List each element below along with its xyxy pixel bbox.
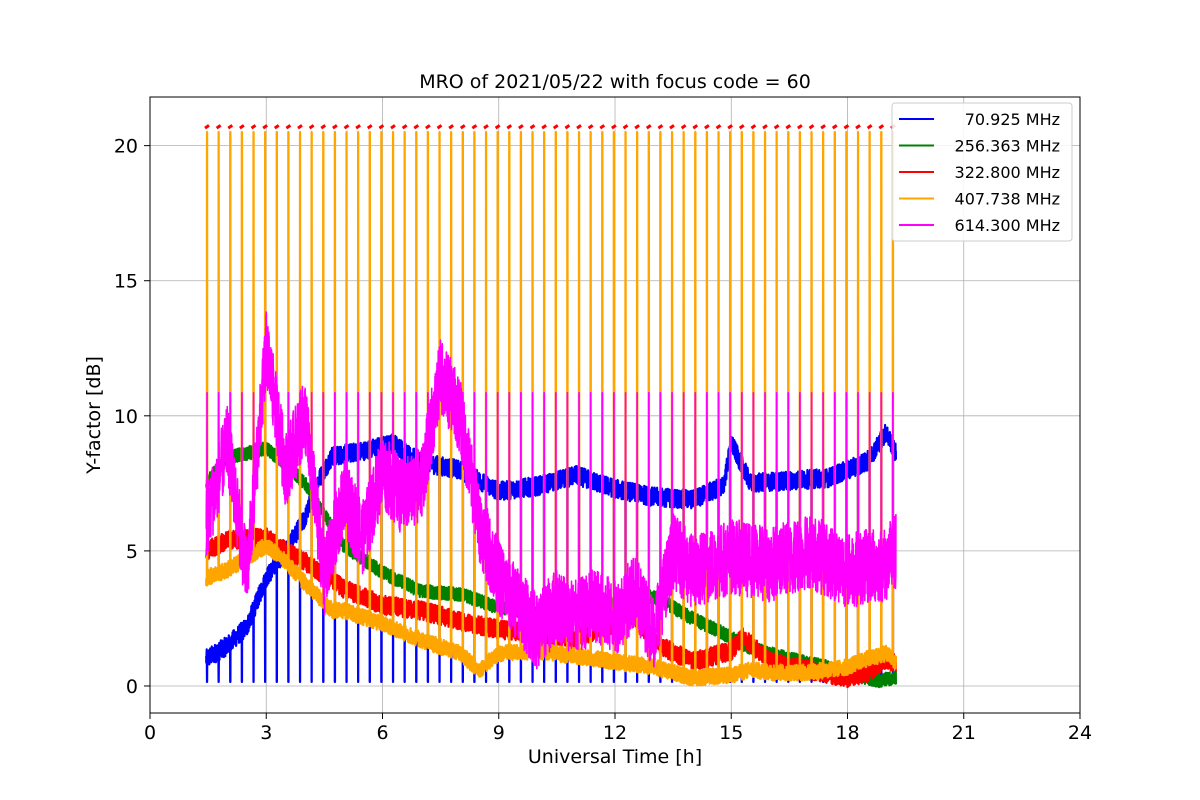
peak-marker <box>262 124 268 130</box>
peak-marker <box>657 124 664 130</box>
peak-marker <box>820 124 826 130</box>
peak-marker <box>855 124 861 130</box>
peak-marker <box>599 124 606 130</box>
peak-marker <box>634 124 640 130</box>
legend-box <box>891 102 1073 242</box>
peak-marker <box>738 124 745 130</box>
peak-marker <box>622 124 629 130</box>
x-tick-label: 21 <box>952 722 976 744</box>
peak-marker <box>611 124 617 130</box>
y-axis-ticks: 0 5 10 15 20 <box>114 136 150 698</box>
peak-marker <box>401 124 408 130</box>
x-tick-label: 24 <box>1068 722 1092 744</box>
peak-marker <box>680 124 687 130</box>
legend: 70.925 MHz 256.363 MHz 322.800 MHz 407.738 … <box>891 102 1073 242</box>
legend-entry-label: 322.800 MHz <box>955 163 1060 182</box>
peak-marker <box>506 124 513 130</box>
peak-marker <box>785 124 792 130</box>
peak-marker <box>692 124 699 130</box>
peak-marker <box>355 124 361 130</box>
chart-title: MRO of 2021/05/22 with focus code = 60 <box>419 71 811 93</box>
peak-marker <box>448 124 454 130</box>
peak-marker <box>866 124 873 130</box>
peak-marker <box>541 124 547 130</box>
peak-marker <box>843 124 850 130</box>
peak-marker <box>215 124 222 130</box>
peak-marker <box>669 124 675 130</box>
peak-marker <box>750 124 757 130</box>
peak-marker <box>715 124 722 130</box>
x-tick-label: 6 <box>376 722 388 744</box>
y-tick-label: 15 <box>114 271 138 293</box>
peak-marker <box>704 124 710 130</box>
peak-marker <box>332 124 338 130</box>
x-tick-label: 9 <box>493 722 505 744</box>
peak-marker <box>494 124 501 130</box>
peak-marker <box>390 124 396 130</box>
peak-marker <box>343 124 350 130</box>
series-line-0 <box>205 423 897 683</box>
x-tick-label: 0 <box>144 722 156 744</box>
peak-marker <box>425 124 431 130</box>
y-tick-label: 0 <box>126 676 138 698</box>
x-axis-label: Universal Time [h] <box>528 746 702 768</box>
peak-marker <box>808 124 815 130</box>
peak-marker <box>762 124 768 130</box>
peak-marker <box>250 124 257 130</box>
y-tick-label: 20 <box>114 136 138 158</box>
legend-entry-label: 407.738 MHz <box>955 190 1060 209</box>
y-axis-label: Y-factor [dB] <box>83 356 105 475</box>
x-tick-label: 12 <box>603 722 627 744</box>
peak-marker <box>239 124 245 130</box>
x-tick-label: 18 <box>835 722 859 744</box>
peak-marker <box>576 124 582 130</box>
peak-marker <box>227 124 234 130</box>
peak-marker <box>773 124 780 130</box>
peak-marker <box>645 124 652 130</box>
peak-marker <box>831 124 838 130</box>
peak-marker <box>436 124 443 130</box>
peak-marker <box>285 124 292 130</box>
peak-marker <box>587 124 594 130</box>
series-line-4 <box>205 311 897 670</box>
x-tick-label: 3 <box>260 722 272 744</box>
peak-marker <box>366 124 373 130</box>
peak-marker <box>529 124 536 130</box>
peak-marker <box>297 124 303 130</box>
peak-marker <box>471 124 478 130</box>
peak-marker <box>413 124 420 130</box>
peak-marker <box>727 124 733 130</box>
peak-marker <box>273 124 280 130</box>
peak-marker <box>320 124 327 130</box>
x-tick-label: 15 <box>719 722 743 744</box>
peak-marker <box>459 124 466 130</box>
legend-entry-label: 614.300 MHz <box>955 216 1060 235</box>
legend-entry-label: 70.925 MHz <box>965 110 1060 129</box>
peak-marker <box>564 124 571 130</box>
legend-entry-label: 256.363 MHz <box>955 137 1060 156</box>
y-tick-label: 5 <box>126 541 138 563</box>
peak-marker <box>378 124 385 130</box>
series-line-3 <box>205 131 897 687</box>
x-axis-ticks: 0 3 6 9 12 15 18 21 24 <box>144 713 1092 744</box>
peak-marker <box>878 124 885 130</box>
peak-marker <box>552 124 559 130</box>
peak-marker <box>204 124 210 130</box>
peak-marker <box>518 124 524 130</box>
y-tick-label: 10 <box>114 406 138 428</box>
peak-marker <box>308 124 315 130</box>
peak-marker <box>797 124 803 130</box>
plot-series <box>204 124 897 689</box>
peak-marker <box>483 124 489 130</box>
